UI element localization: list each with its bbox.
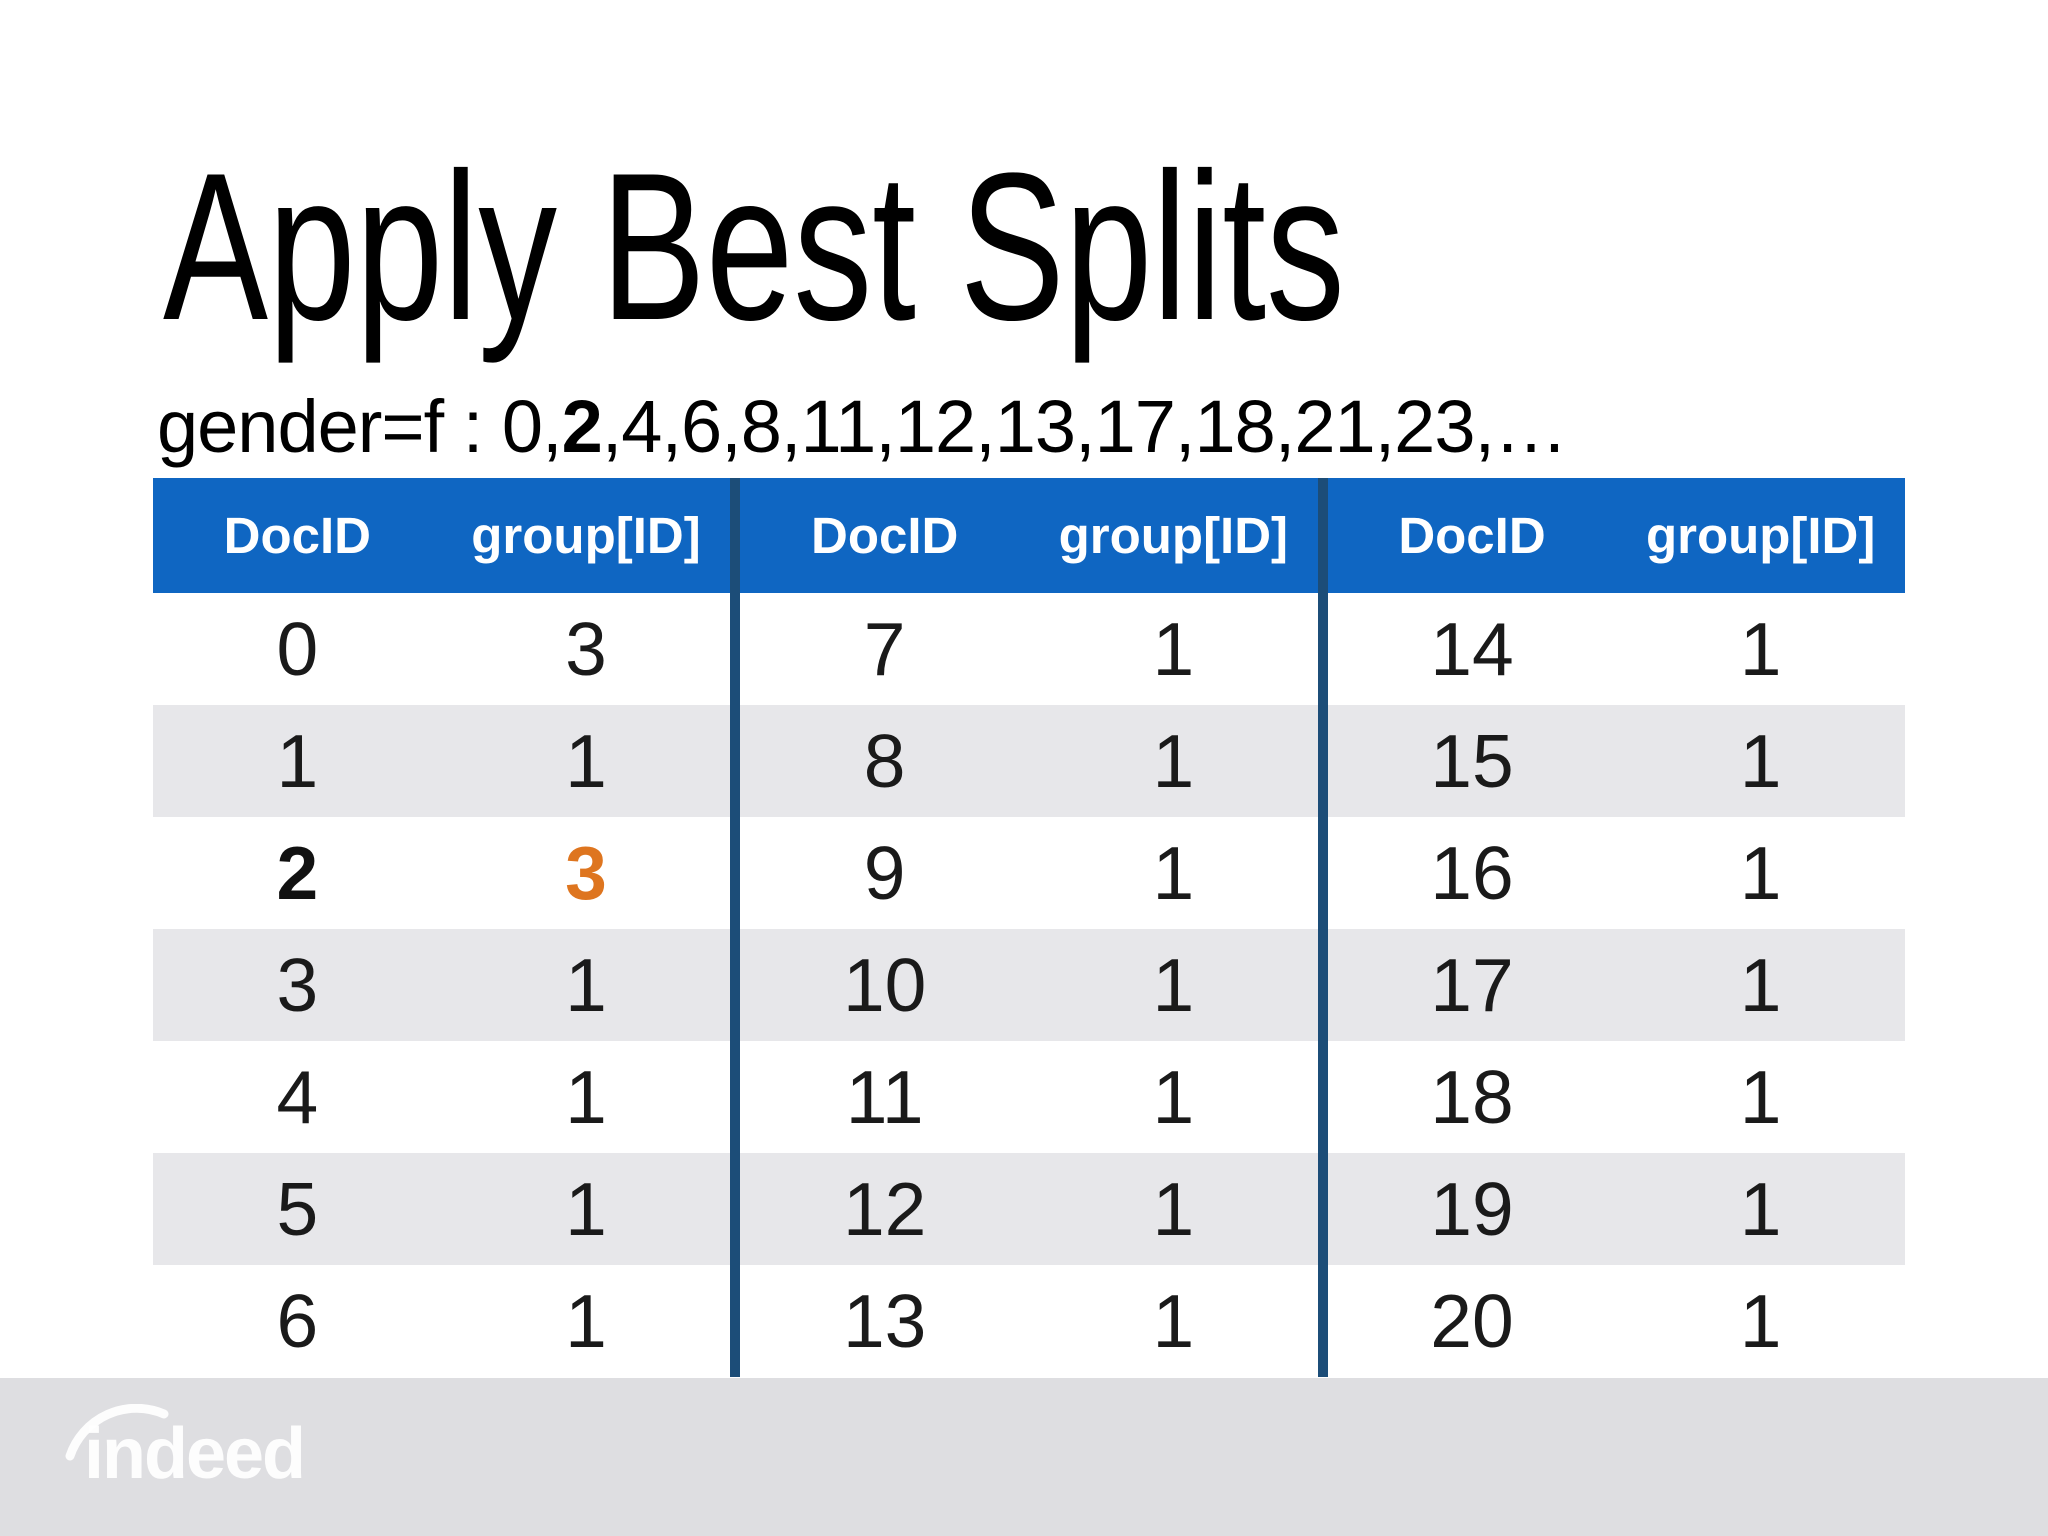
- header-cell-groupid: group[ID]: [1058, 507, 1289, 564]
- cell-docid: 1: [276, 719, 319, 803]
- header-cell-docid: DocID: [1398, 507, 1546, 564]
- table-row: 10 1: [740, 929, 1318, 1041]
- header-cell-docid: DocID: [223, 507, 372, 564]
- table-row: 14 1: [1327, 593, 1905, 705]
- cell-groupid: 1: [1739, 719, 1782, 803]
- table-section-3: DocID group[ID] 14 1 15 1 16 1 17 1 18 1: [1327, 478, 1905, 1377]
- data-table: DocID group[ID] 0 3 1 1 2 3 3 1 4 1: [153, 478, 1905, 1377]
- table-row: 1 1: [153, 705, 731, 817]
- cell-groupid: 1: [565, 1279, 607, 1363]
- table-row: 3 1: [153, 929, 731, 1041]
- cell-docid: 4: [276, 1055, 319, 1139]
- logo-arc-icon: [65, 1404, 169, 1461]
- table-row: 20 1: [1327, 1265, 1905, 1377]
- cell-docid: 3: [276, 943, 319, 1027]
- cell-groupid: 1: [565, 1167, 607, 1251]
- cell-groupid-accent: 3: [565, 831, 607, 915]
- cell-docid: 19: [1430, 1167, 1514, 1251]
- cell-groupid: 1: [1152, 1167, 1195, 1251]
- table-row: 11 1: [740, 1041, 1318, 1153]
- cell-groupid: 1: [1739, 1279, 1782, 1363]
- cell-docid: 10: [842, 943, 927, 1027]
- table-row: 12 1: [740, 1153, 1318, 1265]
- header-cell-groupid: group[ID]: [1645, 507, 1876, 564]
- cell-docid: 15: [1430, 719, 1514, 803]
- cell-groupid: 1: [1739, 831, 1782, 915]
- indeed-logo: indeed: [65, 1404, 306, 1494]
- cell-groupid: 1: [565, 719, 607, 803]
- cell-docid: 0: [276, 607, 319, 691]
- cell-docid: 9: [863, 831, 906, 915]
- cell-groupid: 1: [1152, 1055, 1195, 1139]
- cell-groupid: 1: [1739, 1055, 1782, 1139]
- table-section-2: DocID group[ID] 7 1 8 1 9 1 10 1 11 1: [740, 478, 1318, 1377]
- cell-docid: 20: [1430, 1279, 1514, 1363]
- logo-text: indeed: [84, 1414, 306, 1494]
- header-cell-groupid: group[ID]: [471, 507, 701, 564]
- cell-groupid: 1: [1739, 607, 1782, 691]
- subtitle-prefix: gender=f : 0,: [157, 385, 563, 468]
- cell-groupid: 1: [1739, 1167, 1782, 1251]
- table-section-1: DocID group[ID] 0 3 1 1 2 3 3 1 4 1: [153, 478, 731, 1377]
- cell-docid: 11: [845, 1055, 924, 1139]
- table-row: 17 1: [1327, 929, 1905, 1041]
- table-header-row: DocID group[ID]: [1327, 478, 1905, 593]
- header-cell-docid: DocID: [810, 507, 959, 564]
- cell-docid: 6: [276, 1279, 319, 1363]
- cell-groupid: 1: [1152, 607, 1195, 691]
- table-row: 16 1: [1327, 817, 1905, 929]
- table-row: 5 1: [153, 1153, 731, 1265]
- cell-docid: 13: [842, 1279, 927, 1363]
- table-row: 19 1: [1327, 1153, 1905, 1265]
- table-row: 18 1: [1327, 1041, 1905, 1153]
- cell-docid: 16: [1430, 831, 1514, 915]
- cell-docid: 8: [863, 719, 906, 803]
- table-row: 13 1: [740, 1265, 1318, 1377]
- table-row: 7 1: [740, 593, 1318, 705]
- table-row: 9 1: [740, 817, 1318, 929]
- column-divider: [1317, 478, 1328, 1377]
- table-row: 6 1: [153, 1265, 731, 1377]
- cell-groupid: 1: [565, 1055, 607, 1139]
- table-row: 15 1: [1327, 705, 1905, 817]
- table-header-row: DocID group[ID]: [153, 478, 731, 593]
- cell-docid: 14: [1430, 607, 1514, 691]
- subtitle-suffix: ,4,6,8,11,12,13,17,18,21,23,…: [601, 385, 1568, 468]
- cell-groupid: 1: [1739, 943, 1782, 1027]
- cell-groupid: 1: [1152, 943, 1195, 1027]
- cell-groupid: 1: [1152, 831, 1195, 915]
- table-header-row: DocID group[ID]: [740, 478, 1318, 593]
- subtitle: gender=f : 0,2,4,6,8,11,12,13,17,18,21,2…: [157, 390, 1568, 464]
- cell-groupid: 1: [1152, 1279, 1195, 1363]
- table-row: 8 1: [740, 705, 1318, 817]
- table-row: 0 3: [153, 593, 731, 705]
- cell-docid: 17: [1430, 943, 1514, 1027]
- table-row: 4 1: [153, 1041, 731, 1153]
- cell-docid: 5: [276, 1167, 319, 1251]
- page-title: Apply Best Splits: [163, 129, 1345, 364]
- cell-docid: 7: [863, 607, 906, 691]
- cell-docid: 12: [842, 1167, 927, 1251]
- table-row-highlighted: 2 3: [153, 817, 731, 929]
- footer-bar: indeed: [0, 1378, 2048, 1536]
- cell-docid-bold: 2: [276, 831, 319, 915]
- cell-groupid: 1: [565, 943, 607, 1027]
- cell-docid: 18: [1430, 1055, 1514, 1139]
- cell-groupid: 1: [1152, 719, 1195, 803]
- column-divider: [730, 478, 741, 1377]
- cell-groupid: 3: [565, 607, 607, 691]
- subtitle-emphasis: 2: [561, 385, 603, 468]
